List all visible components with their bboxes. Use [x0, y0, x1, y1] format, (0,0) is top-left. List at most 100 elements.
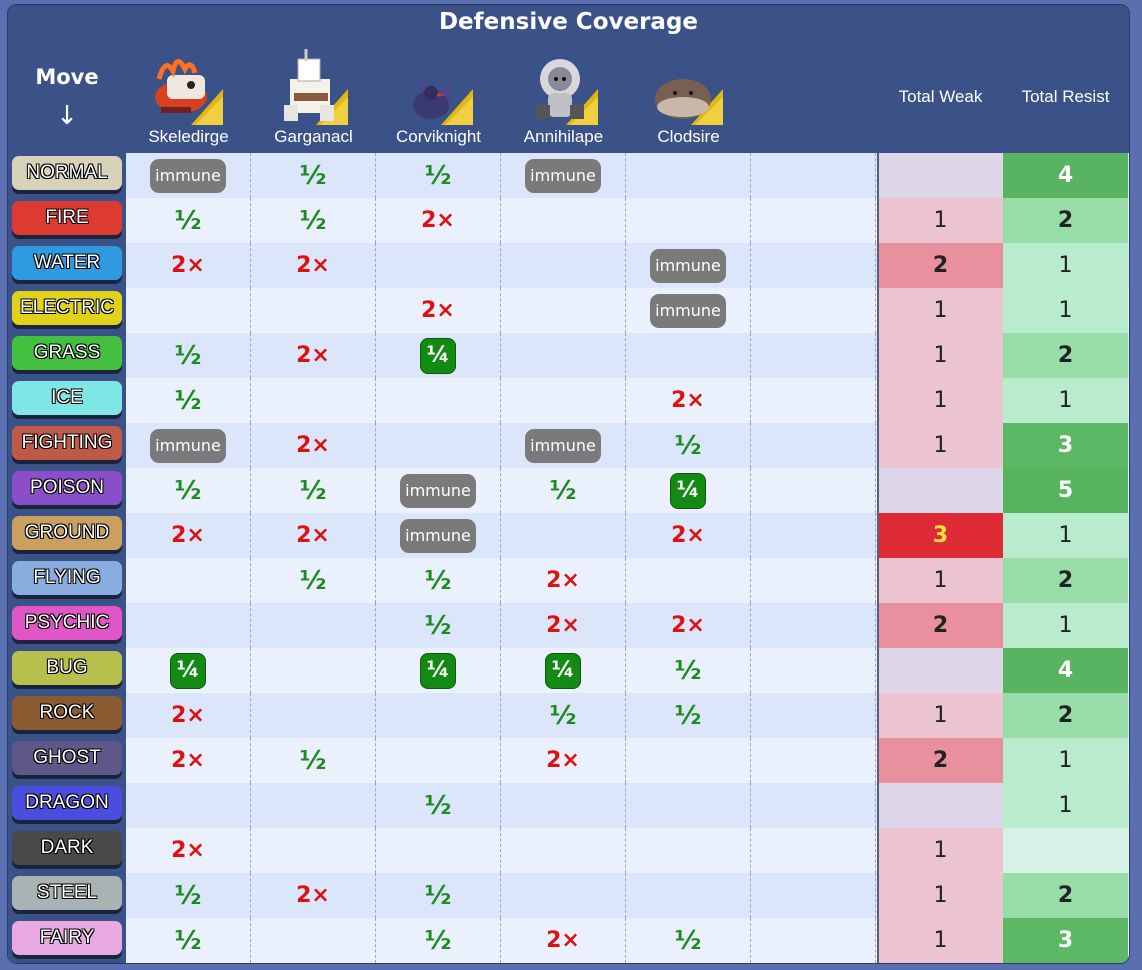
matchup-cell-clodsire: 2×	[626, 378, 751, 423]
matchup-cell-clodsire	[626, 333, 751, 378]
empty-cell	[751, 783, 876, 828]
empty-cell	[751, 333, 876, 378]
matchup-cell-clodsire	[626, 783, 751, 828]
matchup-cell-corviknight	[376, 243, 501, 288]
matchup-cell-corviknight	[376, 828, 501, 873]
empty-cell	[751, 828, 876, 873]
matchup-cell-corviknight	[376, 738, 501, 783]
matchup-cell-skeledirge: ½	[126, 918, 251, 963]
matchup-cell-garganacl: 2×	[251, 513, 376, 558]
total-weak-cell: 1	[878, 333, 1003, 378]
matchup-cell-annihilape	[501, 513, 626, 558]
empty-cell	[751, 198, 876, 243]
type-badge-fighting[interactable]: FIGHTING	[12, 426, 122, 460]
type-row-grass: GRASS ½ 2× ¼ 1 2	[8, 333, 1129, 378]
matchup-cell-skeledirge: 2×	[126, 243, 251, 288]
type-badge-ground[interactable]: GROUND	[12, 516, 122, 550]
empty-cell	[751, 513, 876, 558]
type-badge-flying[interactable]: FLYING	[12, 561, 122, 595]
double-damage-mark: 2×	[421, 298, 455, 323]
matchup-cell-corviknight	[376, 423, 501, 468]
pokemon-name: Annihilape	[523, 127, 604, 146]
matchup-cell-skeledirge: ½	[126, 333, 251, 378]
type-badge-grass[interactable]: GRASS	[12, 336, 122, 370]
type-badge-electric[interactable]: ELECTRIC	[12, 291, 122, 325]
immune-badge: immune	[650, 293, 726, 328]
type-label-cell: BUG	[8, 648, 126, 693]
type-badge-normal[interactable]: NORMAL	[12, 156, 122, 190]
half-damage-mark: ½	[174, 925, 202, 956]
immune-badge: immune	[525, 158, 601, 193]
double-damage-mark: 2×	[296, 343, 330, 368]
type-badge-ice[interactable]: ICE	[12, 381, 122, 415]
matchup-cell-garganacl: ½	[251, 198, 376, 243]
total-weak-cell: 2	[878, 603, 1003, 648]
matchup-cell-clodsire: ½	[626, 693, 751, 738]
total-resist-cell: 1	[1003, 288, 1128, 333]
half-damage-mark: ½	[174, 385, 202, 416]
type-badge-psychic[interactable]: PSYCHIC	[12, 606, 122, 640]
total-resist-cell: 2	[1003, 693, 1128, 738]
half-damage-mark: ½	[549, 700, 577, 731]
type-row-electric: ELECTRIC 2× immune 1 1	[8, 288, 1129, 333]
type-label-cell: GROUND	[8, 513, 126, 558]
type-label-cell: NORMAL	[8, 153, 126, 198]
matchup-cell-clodsire: immune	[626, 243, 751, 288]
type-badge-dragon[interactable]: DRAGON	[12, 786, 122, 820]
type-badge-bug[interactable]: BUG	[12, 651, 122, 685]
down-arrow-icon: ↓	[56, 101, 78, 131]
type-label-cell: GRASS	[8, 333, 126, 378]
total-resist-cell: 1	[1003, 513, 1128, 558]
matchup-cell-corviknight: ¼	[376, 648, 501, 693]
type-badge-water[interactable]: WATER	[12, 246, 122, 280]
half-damage-mark: ½	[674, 700, 702, 731]
empty-cell	[751, 558, 876, 603]
empty-cell	[751, 693, 876, 738]
total-resist-cell: 2	[1003, 198, 1128, 243]
total-resist-cell: 4	[1003, 153, 1128, 198]
double-damage-mark: 2×	[546, 613, 580, 638]
empty-cell	[751, 153, 876, 198]
corviknight-sprite-icon	[413, 79, 473, 125]
type-row-flying: FLYING ½ ½ 2× 1 2	[8, 558, 1129, 603]
pokemon-column-skeledirge: Skeledirge	[126, 45, 251, 153]
total-resist-cell: 1	[1003, 243, 1128, 288]
type-badge-fairy[interactable]: FAIRY	[12, 921, 122, 955]
pokemon-column-annihilape: Annihilape	[501, 45, 626, 153]
matchup-cell-garganacl: ½	[251, 468, 376, 513]
matchup-cell-annihilape: 2×	[501, 558, 626, 603]
double-damage-mark: 2×	[171, 523, 205, 548]
type-badge-dark[interactable]: DARK	[12, 831, 122, 865]
total-weak-cell: 1	[878, 828, 1003, 873]
immune-badge: immune	[400, 473, 476, 508]
immune-badge: immune	[525, 428, 601, 463]
type-badge-ghost[interactable]: GHOST	[12, 741, 122, 775]
half-damage-mark: ½	[299, 205, 327, 236]
type-row-fairy: FAIRY ½ ½ 2× ½ 1 3	[8, 918, 1129, 963]
matchup-cell-annihilape	[501, 828, 626, 873]
pokemon-column-corviknight: Corviknight	[376, 45, 501, 153]
matchup-cell-skeledirge: 2×	[126, 828, 251, 873]
type-label-cell: PSYCHIC	[8, 603, 126, 648]
matchup-cell-garganacl	[251, 648, 376, 693]
matchup-cell-corviknight	[376, 378, 501, 423]
matchup-cell-corviknight: ¼	[376, 333, 501, 378]
pokemon-column-garganacl: Garganacl	[251, 45, 376, 153]
type-badge-poison[interactable]: POISON	[12, 471, 122, 505]
type-badge-steel[interactable]: STEEL	[12, 876, 122, 910]
empty-cell	[751, 468, 876, 513]
half-damage-mark: ½	[299, 565, 327, 596]
total-weak-cell: 1	[878, 198, 1003, 243]
matchup-cell-annihilape	[501, 198, 626, 243]
matchup-cell-clodsire: ¼	[626, 468, 751, 513]
matchup-cell-garganacl: 2×	[251, 333, 376, 378]
quarter-damage-badge: ¼	[545, 652, 581, 689]
type-badge-rock[interactable]: ROCK	[12, 696, 122, 730]
type-badge-fire[interactable]: FIRE	[12, 201, 122, 235]
matchup-cell-clodsire: ½	[626, 918, 751, 963]
skeledirge-sprite-icon	[155, 59, 223, 125]
type-row-ghost: GHOST 2× ½ 2× 2 1	[8, 738, 1129, 783]
matchup-cell-skeledirge: 2×	[126, 693, 251, 738]
type-row-bug: BUG ¼ ¼ ¼ ½ 4	[8, 648, 1129, 693]
type-row-fire: FIRE ½ ½ 2× 1 2	[8, 198, 1129, 243]
